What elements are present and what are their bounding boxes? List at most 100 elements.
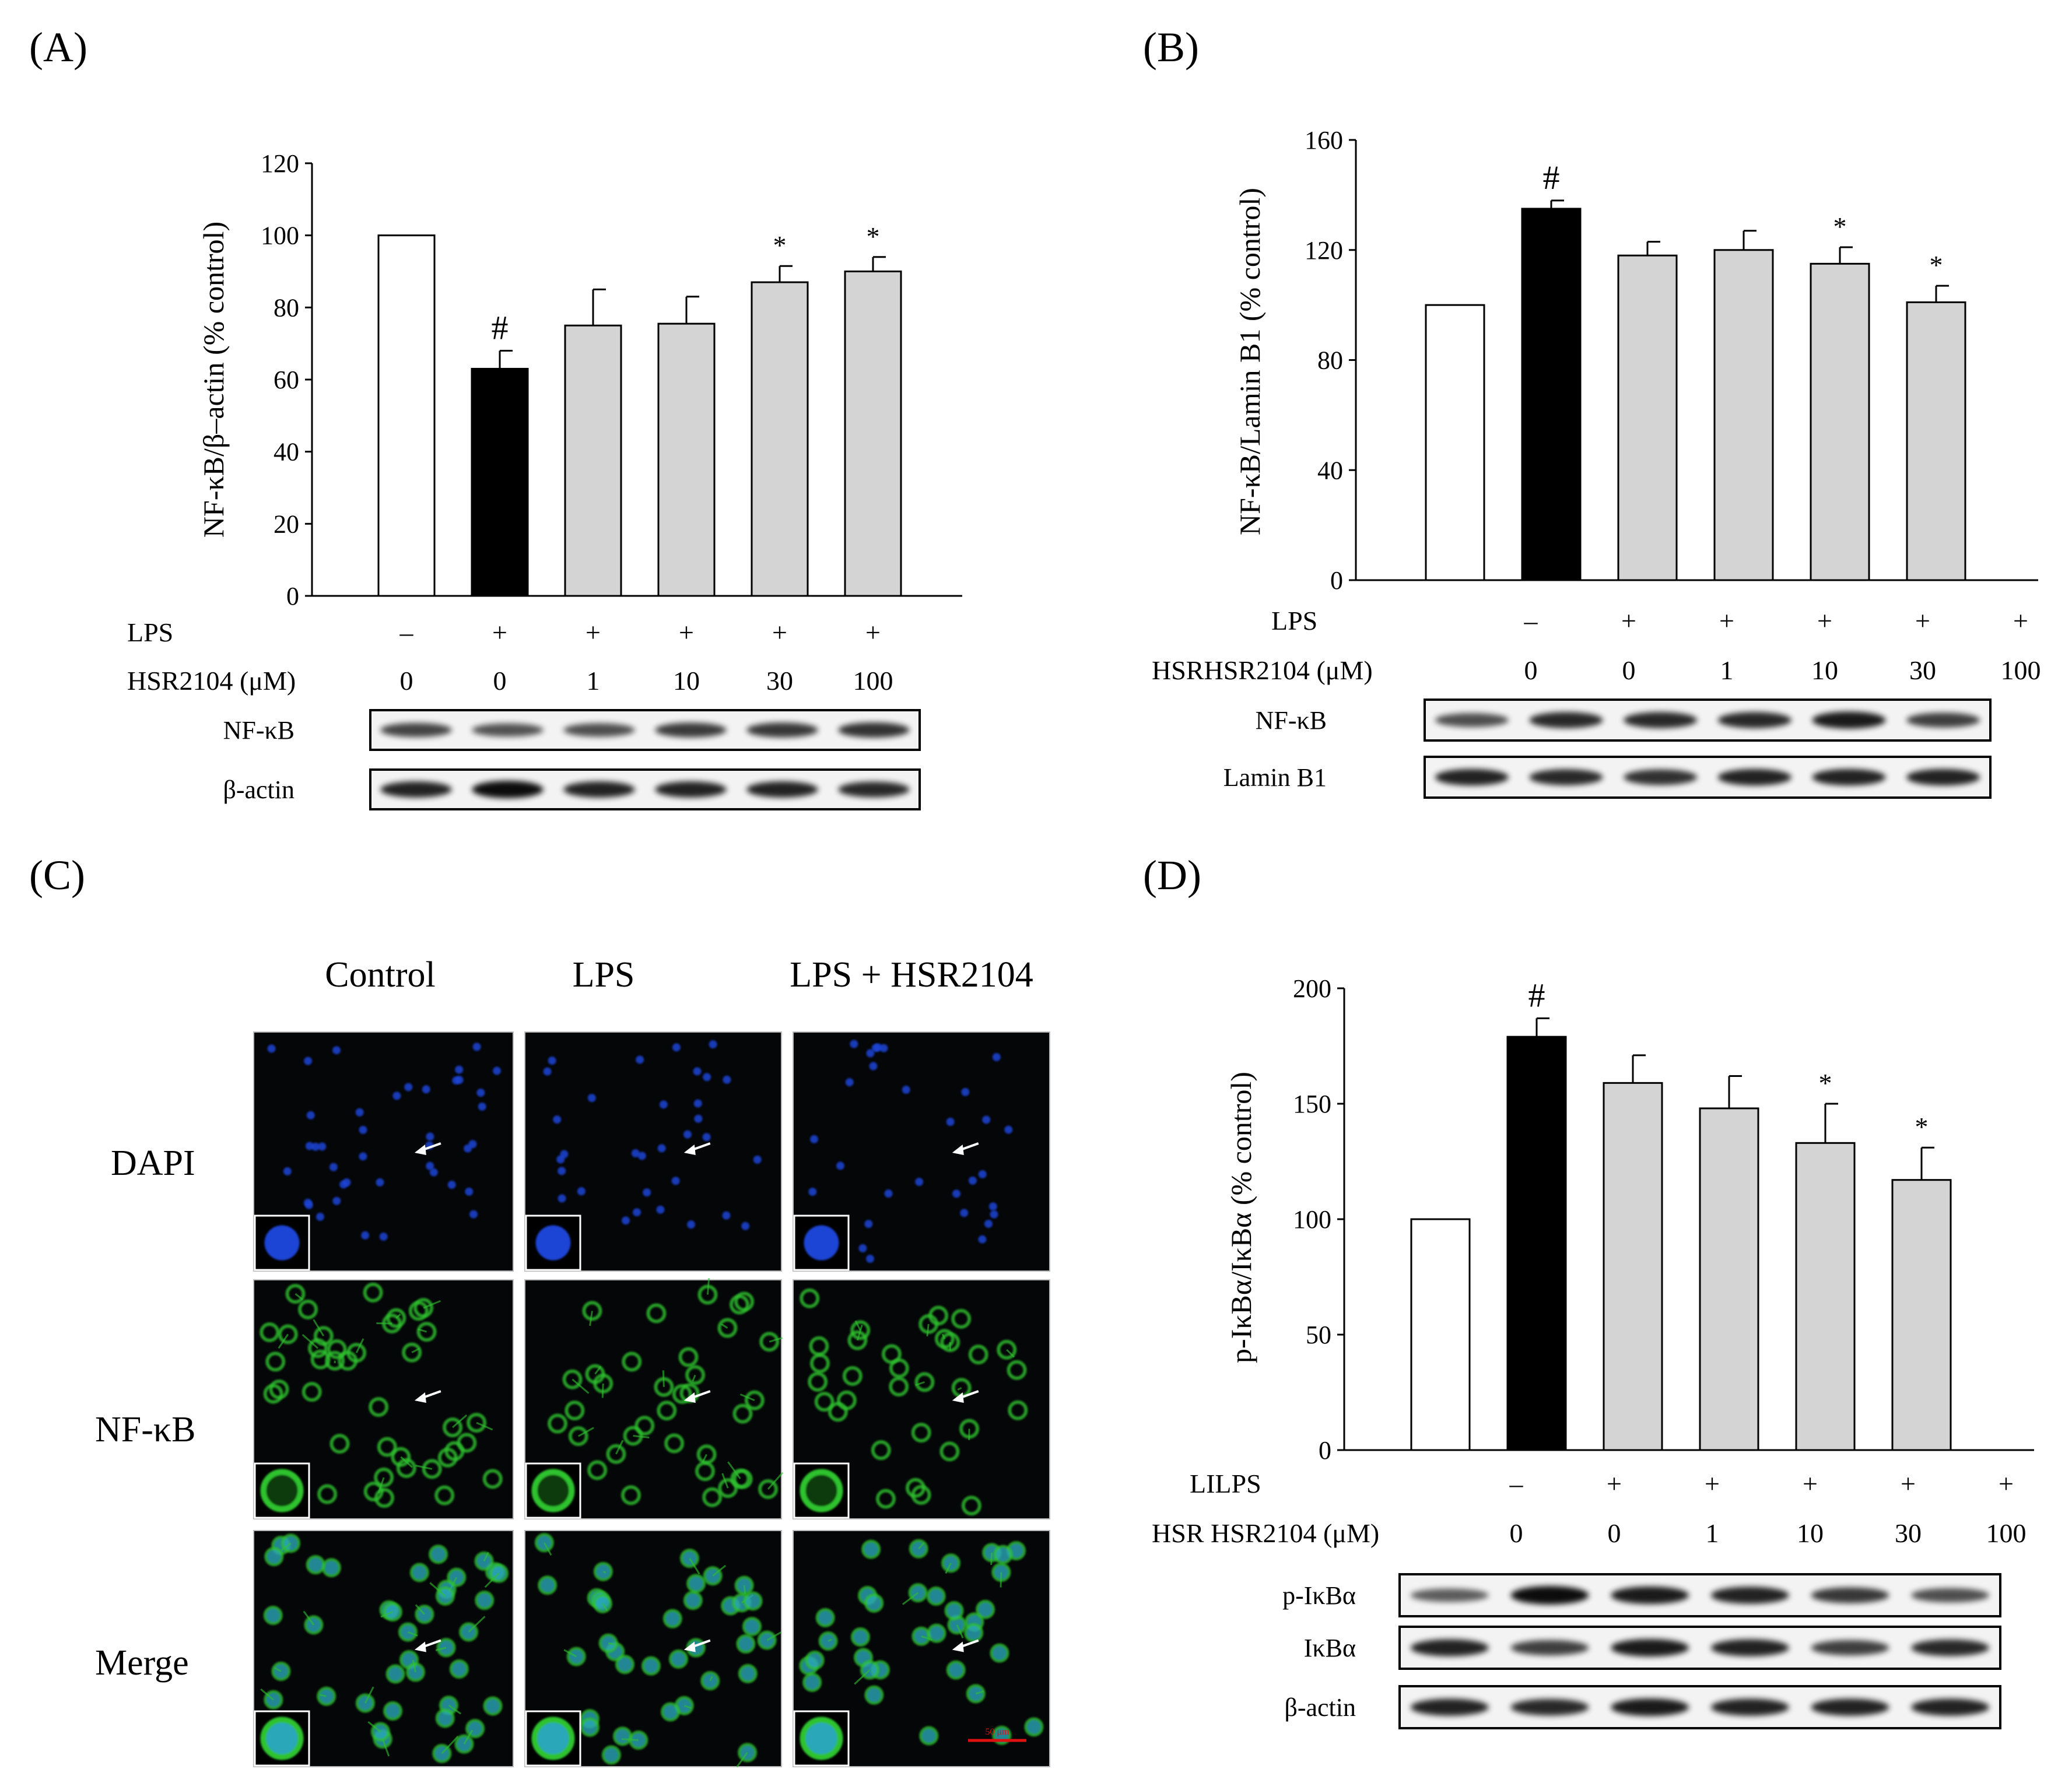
merge-cell bbox=[864, 1685, 884, 1705]
nfkb-cell bbox=[732, 1403, 753, 1424]
merge-cell bbox=[263, 1605, 283, 1625]
micro-tile bbox=[253, 1530, 514, 1767]
nfkb-cell bbox=[875, 1489, 896, 1509]
merge-cell bbox=[613, 1726, 633, 1746]
dapi-nucleus bbox=[879, 1044, 888, 1052]
condition-value: + bbox=[772, 617, 787, 647]
merge-cell bbox=[736, 1634, 756, 1654]
dapi-nucleus bbox=[355, 1108, 364, 1117]
merge-process bbox=[484, 1573, 500, 1588]
nfkb-process bbox=[662, 1370, 665, 1387]
condition-row-label: LILPS bbox=[1190, 1469, 1261, 1498]
micro-column-lps-hsr2104: LPS + HSR2104 bbox=[790, 955, 1033, 995]
dapi-nucleus bbox=[311, 1142, 320, 1151]
dapi-nucleus bbox=[984, 1219, 993, 1228]
panel-label-b: (B) bbox=[1143, 24, 1199, 71]
merge-cell bbox=[483, 1696, 503, 1716]
merge-process bbox=[260, 1688, 274, 1701]
merge-process bbox=[854, 1669, 871, 1685]
nfkb-process bbox=[856, 1325, 863, 1341]
bar bbox=[1617, 254, 1678, 581]
nfkb-process bbox=[355, 1338, 364, 1353]
merge-cell bbox=[538, 1575, 558, 1595]
nfkb-cell bbox=[444, 1441, 465, 1461]
nfkb-cell bbox=[374, 1467, 394, 1487]
nfkb-process bbox=[767, 1472, 784, 1490]
micro-column-lps: LPS bbox=[573, 955, 635, 995]
nfkb-cell bbox=[565, 1401, 585, 1421]
nfkb-cell bbox=[685, 1365, 706, 1385]
merge-process bbox=[689, 1557, 700, 1575]
y-tick-label: 0 bbox=[1319, 1436, 1331, 1465]
significance-star: * bbox=[773, 230, 787, 260]
nfkb-cell bbox=[369, 1397, 389, 1417]
y-tick-label: 200 bbox=[1293, 974, 1331, 1003]
inset-cell bbox=[531, 1717, 575, 1760]
nfkb-cell bbox=[298, 1299, 318, 1319]
condition-value: + bbox=[865, 617, 881, 647]
condition-row-label: HSRHSR2104 (μM) bbox=[1152, 655, 1373, 685]
blot-band bbox=[1611, 1698, 1689, 1717]
dapi-nucleus bbox=[361, 1231, 370, 1240]
nfkb-process bbox=[721, 1473, 729, 1489]
merge-cell bbox=[306, 1555, 325, 1575]
micro-tile bbox=[253, 1279, 514, 1519]
nfkb-cell bbox=[548, 1413, 568, 1434]
dapi-nucleus bbox=[836, 1161, 844, 1170]
dapi-nucleus bbox=[305, 1142, 314, 1150]
nfkb-cell bbox=[260, 1322, 280, 1342]
blot-band bbox=[746, 781, 818, 798]
nfkb-process bbox=[601, 1383, 604, 1398]
blot-band bbox=[838, 781, 910, 798]
nfkb-cell bbox=[346, 1343, 367, 1363]
dapi-nucleus bbox=[318, 1142, 327, 1151]
nfkb-cell bbox=[301, 1382, 322, 1402]
blot-label: NF-κB bbox=[1256, 706, 1327, 735]
nfkb-process bbox=[411, 1347, 420, 1353]
y-tick-label: 80 bbox=[1317, 346, 1343, 375]
nfkb-cell bbox=[814, 1392, 835, 1412]
nfkb-cell bbox=[391, 1447, 411, 1467]
y-tick-label: 160 bbox=[1305, 126, 1343, 155]
y-tick-label: 100 bbox=[1293, 1205, 1331, 1234]
merge-process bbox=[608, 1642, 615, 1645]
merge-cell bbox=[429, 1545, 448, 1564]
merge-process bbox=[563, 1649, 577, 1658]
dapi-nucleus bbox=[722, 1211, 731, 1220]
nfkb-process bbox=[727, 1461, 741, 1479]
arrow-head-icon bbox=[683, 1392, 696, 1403]
condition-value: + bbox=[586, 617, 601, 647]
dapi-nucleus bbox=[865, 1254, 874, 1263]
dapi-nucleus bbox=[657, 1144, 666, 1153]
nfkb-cell bbox=[871, 1440, 891, 1461]
nfkb-cell bbox=[664, 1433, 685, 1454]
dapi-nucleus bbox=[304, 1057, 313, 1065]
nfkb-cell bbox=[413, 1298, 434, 1318]
merge-cell bbox=[976, 1599, 995, 1619]
blot-band bbox=[1811, 1698, 1889, 1716]
inset-nucleus bbox=[264, 1225, 300, 1261]
nfkb-cell bbox=[622, 1352, 642, 1372]
nfkb-process bbox=[615, 1440, 624, 1455]
nfkb-process bbox=[415, 1465, 433, 1470]
dapi-nucleus bbox=[558, 1194, 566, 1203]
dapi-nucleus bbox=[871, 1044, 880, 1052]
blot-band bbox=[1435, 713, 1509, 727]
merge-cell bbox=[385, 1664, 405, 1684]
dapi-nucleus bbox=[476, 1089, 485, 1097]
y-axis-label: NF-κB/Lamin B1 (% control) bbox=[1233, 188, 1266, 535]
y-tick-label: 20 bbox=[274, 510, 299, 538]
condition-value: 30 bbox=[1895, 1518, 1922, 1548]
blot-frame bbox=[369, 768, 921, 810]
panel-label-a: (A) bbox=[29, 24, 87, 71]
merge-cell bbox=[993, 1545, 1013, 1564]
nfkb-cell bbox=[734, 1291, 755, 1312]
bar bbox=[1795, 1142, 1856, 1451]
nfkb-cell bbox=[422, 1459, 442, 1479]
significance-hash: # bbox=[1543, 159, 1560, 196]
inset-cell bbox=[800, 1469, 843, 1512]
merge-process bbox=[415, 1604, 426, 1615]
bar bbox=[1506, 1036, 1567, 1451]
dapi-nucleus bbox=[359, 1125, 367, 1134]
